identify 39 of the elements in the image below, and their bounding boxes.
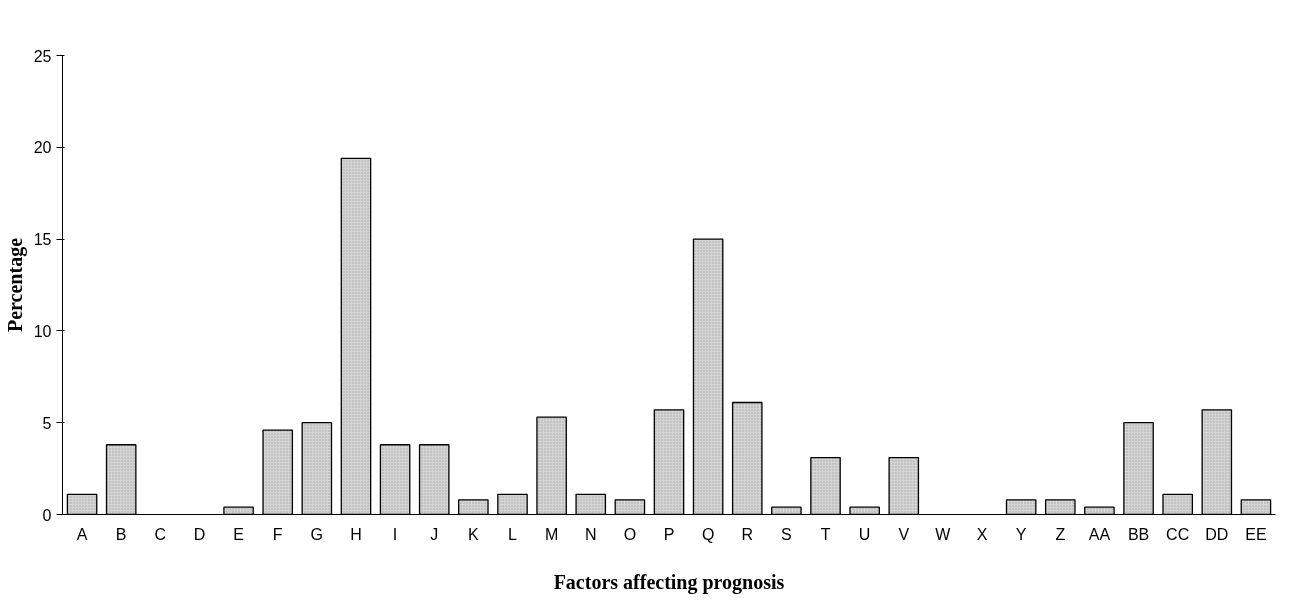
x-tick-label: J: [430, 525, 439, 543]
x-tick-label: G: [310, 525, 324, 543]
x-tick-label: B: [115, 525, 127, 543]
x-tick-label: T: [820, 525, 831, 543]
x-tick-label: DD: [1205, 525, 1229, 543]
y-tick-label: 20: [33, 139, 52, 157]
x-tick-label: Y: [1015, 525, 1027, 543]
x-tick-label: A: [76, 525, 88, 543]
x-tick-label: R: [741, 525, 754, 543]
x-tick-label: O: [623, 525, 637, 543]
x-tick-label: E: [233, 525, 244, 543]
x-tick-label: EE: [1245, 525, 1267, 543]
y-tick-label: 10: [33, 322, 52, 340]
x-tick-label: Q: [701, 525, 715, 543]
x-tick-label: U: [858, 525, 871, 543]
x-tick-label: M: [544, 525, 559, 543]
y-tick-label: 5: [42, 414, 52, 432]
x-tick-label: C: [154, 525, 167, 543]
x-tick-label: CC: [1166, 525, 1190, 543]
x-tick-label: V: [898, 525, 910, 543]
y-tick-label: 15: [33, 231, 52, 249]
x-axis-title: Factors affecting prognosis: [553, 570, 785, 594]
x-tick-label: N: [584, 525, 597, 543]
x-tick-label: F: [272, 525, 283, 543]
x-tick-label: X: [976, 525, 988, 543]
x-tick-label: BB: [1127, 525, 1150, 543]
x-tick-label: S: [781, 525, 792, 543]
y-tick-label: 25: [33, 47, 52, 65]
x-tick-label: W: [935, 525, 952, 543]
x-tick-label: L: [508, 525, 518, 543]
y-tick-label: 0: [42, 506, 52, 524]
y-axis-title: Percentage: [3, 237, 27, 333]
x-tick-label: P: [663, 525, 675, 543]
x-tick-label: AA: [1088, 525, 1111, 543]
x-tick-label: K: [468, 525, 480, 543]
x-tick-label: Z: [1055, 525, 1066, 543]
x-tick-label: H: [350, 525, 362, 543]
x-tick-label: D: [193, 525, 206, 543]
x-tick-label: I: [392, 525, 398, 543]
